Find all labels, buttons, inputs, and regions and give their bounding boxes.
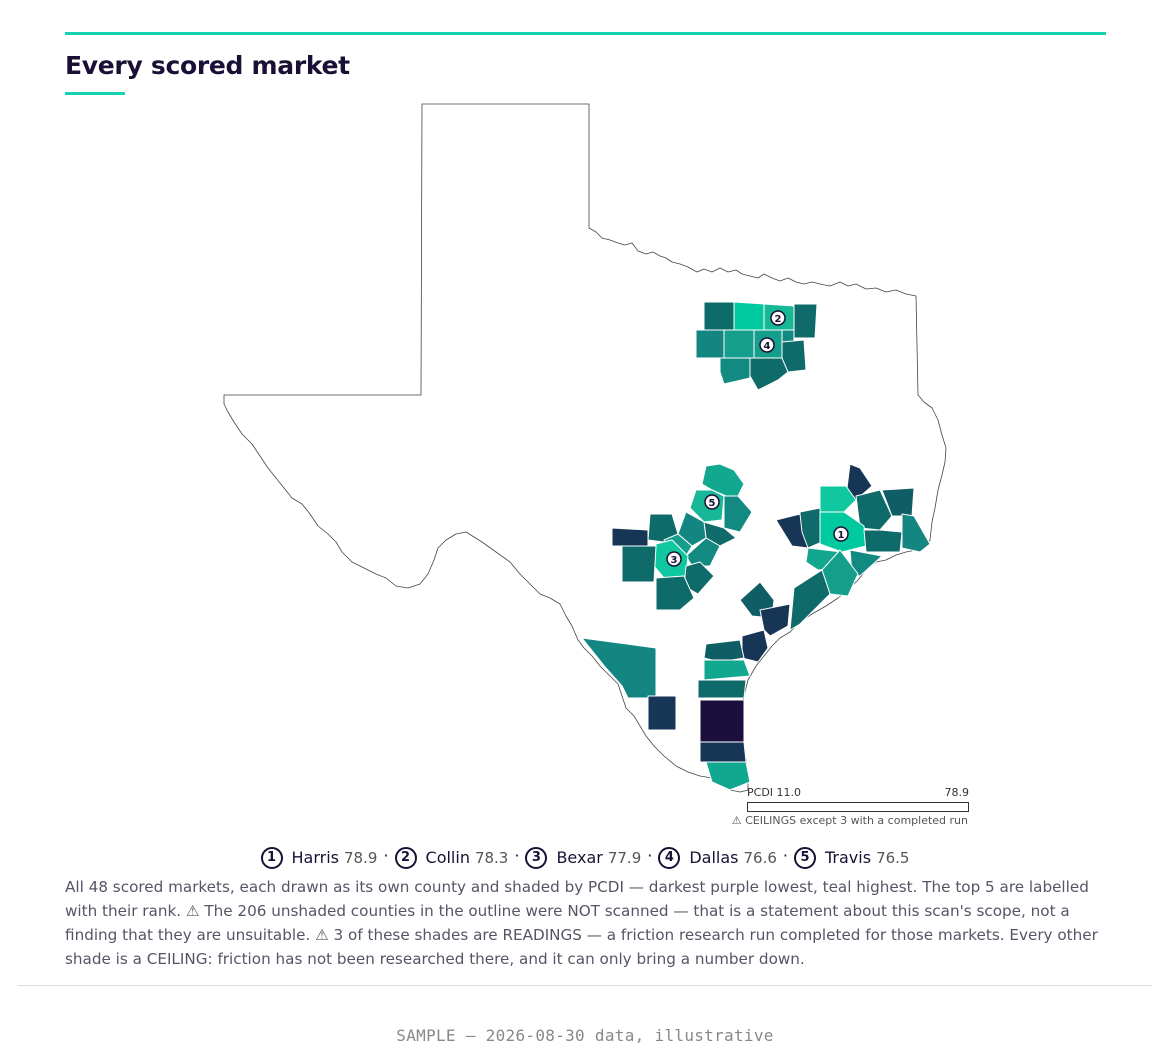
county-parker[interactable] xyxy=(695,329,725,359)
county-webb[interactable] xyxy=(581,637,657,699)
county-kenedy[interactable] xyxy=(699,699,745,743)
ranking-separator: · xyxy=(383,846,389,865)
houston-county-cluster xyxy=(739,463,931,631)
rank-markers: 1 2 3 4 5 xyxy=(666,310,849,567)
county-rockwall[interactable] xyxy=(781,329,795,343)
rank-marker-4[interactable]: 4 xyxy=(759,337,775,353)
ranking-county-score: 77.9 xyxy=(607,848,642,867)
caption-part-1: All 48 scored markets, each drawn as its… xyxy=(65,878,1089,920)
ranking-item-travis: 5 Travis 76.5 xyxy=(794,846,910,869)
ranking-county-name: Travis xyxy=(825,848,872,867)
ranking-county-name: Collin xyxy=(425,848,470,867)
central-county-cluster xyxy=(611,463,753,611)
svg-text:3: 3 xyxy=(671,555,678,566)
county-cameron[interactable] xyxy=(705,761,751,791)
south-county-cluster xyxy=(581,603,791,791)
county-kaufman[interactable] xyxy=(781,339,807,373)
rank-marker-3[interactable]: 3 xyxy=(666,551,682,567)
rank-marker-5[interactable]: 5 xyxy=(704,494,720,510)
choropleth-map: 1 2 3 4 5 xyxy=(223,103,947,793)
county-denton[interactable] xyxy=(733,301,765,331)
county-jim-hogg[interactable] xyxy=(647,695,677,731)
county-ellis[interactable] xyxy=(749,357,789,391)
legend-max-label: 78.9 xyxy=(944,786,970,799)
county-nueces[interactable] xyxy=(703,659,751,681)
warning-icon: ⚠ xyxy=(315,926,329,944)
county-wise[interactable] xyxy=(703,301,735,331)
county-calhoun[interactable] xyxy=(759,603,791,637)
county-refugio[interactable] xyxy=(741,629,769,663)
county-matagorda[interactable] xyxy=(789,569,831,631)
county-chambers[interactable] xyxy=(863,529,903,553)
rank-badge: 1 xyxy=(260,846,283,869)
top-rule xyxy=(65,32,1106,35)
rank-badge: 2 xyxy=(394,846,417,869)
texas-state-outline xyxy=(223,103,947,793)
ranking-separator: · xyxy=(514,846,520,865)
footer-note: SAMPLE — 2026-08-30 data, illustrative xyxy=(396,1026,774,1045)
legend-gradient-bar xyxy=(747,802,969,812)
rank-badge: 3 xyxy=(525,846,548,869)
county-bandera[interactable] xyxy=(611,527,649,547)
county-johnson[interactable] xyxy=(719,357,751,385)
svg-text:1: 1 xyxy=(838,530,845,541)
county-san-patricio[interactable] xyxy=(703,639,745,663)
county-medina[interactable] xyxy=(621,545,657,583)
ranking-county-score: 78.3 xyxy=(474,848,509,867)
legend-note: ⚠ CEILINGS except 3 with a completed run xyxy=(731,814,968,827)
ranking-county-name: Dallas xyxy=(689,848,739,867)
county-tarrant[interactable] xyxy=(723,329,755,359)
ranking-county-score: 76.6 xyxy=(743,848,777,867)
ranking-county-name: Harris xyxy=(291,848,340,867)
county-bastrop[interactable] xyxy=(723,495,753,533)
svg-text:4: 4 xyxy=(764,341,771,352)
svg-text:2: 2 xyxy=(775,314,782,325)
caption-part-2: The 206 unshaded counties in the outline… xyxy=(65,902,1070,944)
ranking-county-score: 78.9 xyxy=(344,848,378,867)
county-kleberg[interactable] xyxy=(697,679,747,699)
ranking-separator: · xyxy=(782,846,788,865)
ranking-county-name: Bexar xyxy=(556,848,603,867)
rank-marker-1[interactable]: 1 xyxy=(833,526,849,542)
county-willacy[interactable] xyxy=(699,741,747,763)
title-underline xyxy=(65,92,125,95)
color-legend: PCDI 11.0 78.9 xyxy=(747,786,969,812)
county-hays[interactable] xyxy=(677,511,707,547)
dfw-county-cluster xyxy=(695,301,818,391)
county-atascosa[interactable] xyxy=(655,575,695,611)
county-austin[interactable] xyxy=(775,513,809,549)
ranking-item-dallas: 4 Dallas 76.6 xyxy=(658,846,777,869)
legend-min-label: PCDI 11.0 xyxy=(747,786,802,799)
rank-badge: 5 xyxy=(794,846,816,869)
rank-marker-2[interactable]: 2 xyxy=(770,310,786,326)
ranking-county-score: 76.5 xyxy=(876,848,910,867)
page-title: Every scored market xyxy=(65,51,350,80)
county-jefferson[interactable] xyxy=(901,513,931,553)
warning-icon: ⚠ xyxy=(185,902,200,920)
county-hunt[interactable] xyxy=(793,303,818,339)
ranking-item-collin: 2 Collin 78.3 xyxy=(394,846,509,869)
ranking-separator: · xyxy=(647,846,653,865)
ranking-item-bexar: 3 Bexar 77.9 xyxy=(525,846,642,869)
caption-part-3: 3 of these shades are READINGS — a frict… xyxy=(65,926,1098,968)
rank-badge: 4 xyxy=(658,846,681,869)
ranking-item-harris: 1 Harris 78.9 xyxy=(260,846,378,869)
top-five-ranking: 1 Harris 78.9 · 2 Collin 78.3 · 3 Bexar … xyxy=(0,846,1170,869)
bottom-divider xyxy=(18,985,1152,986)
map-caption: All 48 scored markets, each drawn as its… xyxy=(65,875,1110,971)
svg-text:5: 5 xyxy=(709,498,716,509)
